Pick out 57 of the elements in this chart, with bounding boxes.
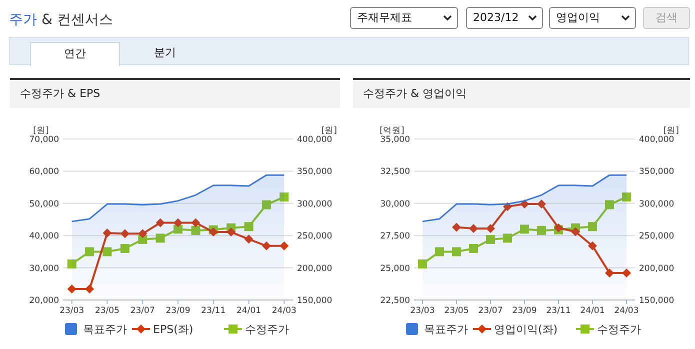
x-tick-label: 23/07: [478, 306, 503, 316]
y2-tick-label: 350,000: [639, 167, 674, 178]
x-tick-label: 24/01: [236, 306, 262, 316]
legend-label: 목표주가: [83, 323, 127, 336]
y-axis-title: [원]: [33, 126, 49, 136]
x-tick-label: 23/07: [130, 306, 155, 316]
legend-label: 수정주가: [245, 323, 289, 336]
y-tick-label: 50,000: [29, 199, 59, 210]
y2-axis-title: [원]: [321, 126, 337, 136]
y2-axis-title: [원]: [663, 126, 679, 136]
chart-title: 수정주가 & 영업이익: [353, 78, 690, 108]
legend-label: 목표주가: [424, 323, 468, 336]
y-tick-label: 22,500: [380, 296, 410, 306]
legend-label: EPS(좌): [153, 323, 194, 336]
y-tick-label: 20,000: [29, 296, 59, 306]
text: 주가 & 컨센서스: [9, 12, 113, 28]
text: 2023/12: [466, 7, 543, 29]
y2-tick-label: 400,000: [639, 135, 674, 145]
x-tick-label: 23/03: [410, 306, 435, 316]
text: 주재무제표: [350, 7, 458, 29]
y-axis-title: [억원]: [380, 126, 404, 136]
y-tick-label: 25,000: [380, 264, 410, 274]
legend-label: 영업이익(좌): [494, 323, 558, 336]
y-tick-label: 40,000: [29, 232, 59, 242]
x-tick-label: 23/11: [201, 306, 226, 316]
y-tick-label: 32,500: [380, 167, 410, 178]
y2-tick-label: 250,000: [639, 232, 674, 242]
text: 검색: [643, 7, 690, 29]
x-tick-label: 24/03: [614, 306, 639, 316]
y2-tick-label: 150,000: [639, 296, 674, 306]
x-tick-label: 23/11: [546, 306, 571, 316]
y-tick-label: 30,000: [380, 199, 410, 210]
chart-title: 수정주가 & EPS: [10, 78, 340, 108]
legend-label: 수정주가: [597, 323, 641, 336]
text: 영업이익: [549, 7, 636, 29]
y2-tick-label: 200,000: [639, 264, 674, 274]
x-tick-label: 24/01: [580, 306, 605, 316]
y-tick-label: 60,000: [29, 167, 59, 178]
y2-tick-label: 300,000: [297, 199, 332, 210]
y2-tick-label: 350,000: [297, 167, 332, 178]
x-tick-label: 23/05: [94, 306, 120, 316]
x-tick-label: 23/05: [444, 306, 469, 316]
x-tick-label: 24/03: [272, 306, 296, 316]
y2-tick-label: 400,000: [297, 135, 332, 145]
y-tick-label: 30,000: [29, 264, 59, 274]
y-tick-label: 27,500: [380, 232, 410, 242]
x-tick-label: 23/09: [512, 306, 537, 316]
y2-tick-label: 250,000: [297, 232, 332, 242]
y-tick-label: 35,000: [380, 135, 410, 145]
y2-tick-label: 150,000: [297, 296, 332, 306]
y-tick-label: 70,000: [29, 135, 59, 145]
y2-tick-label: 200,000: [297, 264, 332, 274]
text: 연간: [30, 42, 120, 66]
text: 분기: [153, 45, 177, 61]
x-tick-label: 23/03: [60, 306, 84, 316]
x-tick-label: 23/09: [166, 306, 190, 316]
y2-tick-label: 300,000: [639, 199, 674, 210]
